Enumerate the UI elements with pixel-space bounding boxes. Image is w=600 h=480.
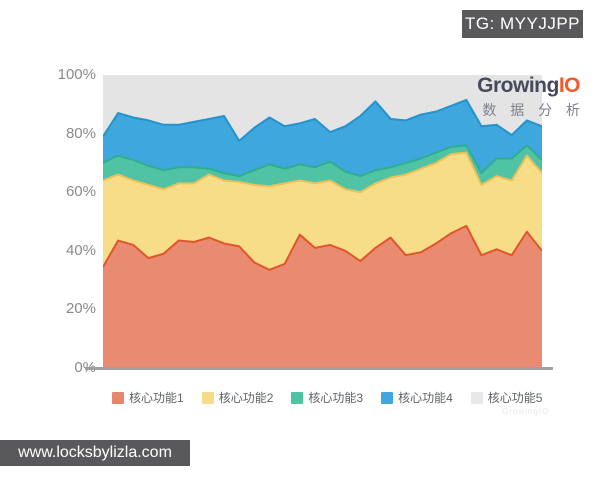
legend-swatch-2 [201, 391, 214, 404]
logo-wordmark: GrowingIO [477, 74, 580, 98]
y-tick-40: 40% [65, 241, 96, 259]
tg-badge: TG: MYYJJPP [462, 10, 583, 38]
legend-item-4[interactable]: 核心功能4 [381, 389, 453, 406]
y-tick-60: 60% [65, 183, 96, 201]
legend-swatch-4 [381, 391, 394, 404]
legend-item-5[interactable]: 核心功能5 [470, 389, 543, 406]
area-series-2-edge [103, 151, 542, 194]
y-tick-20: 20% [65, 300, 96, 318]
chart-legend: 核心功能1 核心功能2 核心功能3 核心功能4 核心功能5 [112, 389, 560, 406]
legend-item-2[interactable]: 核心功能2 [201, 389, 274, 406]
legend-label-3: 核心功能3 [308, 391, 364, 405]
legend-item-3[interactable]: 核心功能3 [291, 389, 363, 406]
logo-text-growing: Growing [477, 74, 559, 97]
area-series-3-edge [103, 144, 542, 178]
legend-swatch-3 [291, 391, 304, 404]
area-series-4-edge [103, 98, 542, 142]
legend-item-1[interactable]: 核心功能1 [112, 389, 184, 406]
legend-swatch-5 [470, 391, 483, 404]
growingio-logo: GrowingIO 数 据 分 析 [477, 74, 580, 120]
area-series-1 [103, 225, 542, 368]
x-axis-line [85, 367, 553, 370]
y-tick-100: 100% [57, 66, 96, 83]
legend-label-1: 核心功能1 [129, 391, 184, 405]
legend-label-5: 核心功能5 [487, 391, 543, 405]
area-series-1-edge [103, 224, 542, 271]
y-tick-80: 80% [65, 124, 96, 142]
logo-subtitle: 数 据 分 析 [482, 102, 585, 118]
watermark: GrowingIO [502, 407, 550, 416]
legend-swatch-1 [112, 391, 124, 404]
stacked-area-chart[interactable] [103, 75, 542, 368]
legend-label-2: 核心功能2 [218, 391, 274, 405]
site-badge: www.locksbylizla.com [0, 440, 190, 466]
logo-text-io: IO [558, 74, 581, 97]
legend-label-4: 核心功能4 [398, 391, 453, 405]
